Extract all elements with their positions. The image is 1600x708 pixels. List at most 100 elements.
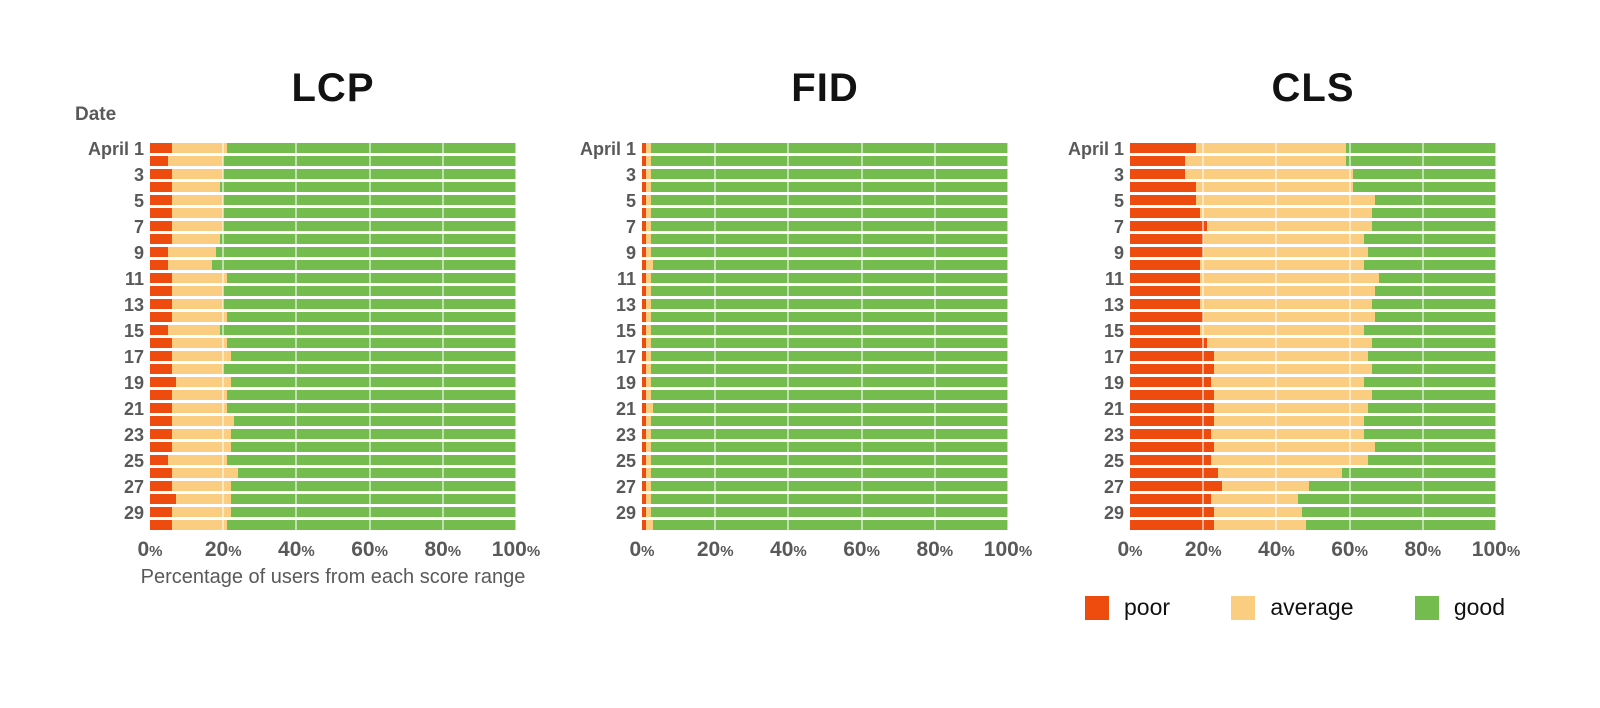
segment-average <box>168 247 216 257</box>
segment-poor <box>642 182 646 192</box>
segment-poor <box>150 299 172 309</box>
segment-good <box>219 234 516 244</box>
segment-poor <box>642 273 646 283</box>
segment-average <box>645 195 652 205</box>
stacked-bar <box>1130 143 1496 153</box>
segment-poor <box>1130 494 1211 504</box>
segment-average <box>645 507 652 517</box>
x-tick-label: 40% <box>1258 538 1295 562</box>
bar-row <box>642 455 1008 468</box>
segment-good <box>212 260 516 270</box>
stacked-bar <box>642 390 1008 400</box>
bar-row <box>642 260 1008 273</box>
y-axis-label <box>558 208 636 221</box>
stacked-bar <box>1130 481 1496 491</box>
y-axis-label: 25 <box>1103 451 1124 471</box>
segment-poor <box>150 169 172 179</box>
segment-average <box>1184 169 1354 179</box>
bar-row <box>642 403 1008 416</box>
y-axis-label: 3 <box>625 165 636 185</box>
bar-row <box>1130 416 1496 429</box>
segment-poor <box>150 429 172 439</box>
segment-poor <box>642 156 646 166</box>
stacked-bar <box>1130 260 1496 270</box>
segment-average <box>171 221 224 231</box>
segment-good <box>230 442 516 452</box>
y-axis-label: 13 <box>1103 295 1124 315</box>
x-tick-number: 100 <box>491 538 527 561</box>
segment-average <box>645 143 652 153</box>
bar-row <box>642 364 1008 377</box>
stacked-bar <box>642 520 1008 530</box>
gridline <box>1007 143 1009 533</box>
segment-poor <box>642 299 646 309</box>
segment-poor <box>1130 273 1200 283</box>
x-tick-suffix: % <box>1018 543 1033 560</box>
stacked-bar <box>642 429 1008 439</box>
segment-average <box>1214 364 1372 374</box>
stacked-bar <box>642 481 1008 491</box>
stacked-bar <box>1130 442 1496 452</box>
segment-average <box>171 507 231 517</box>
x-tick-label: 0% <box>1117 538 1142 562</box>
stacked-bar <box>150 377 516 387</box>
segment-average <box>171 143 227 153</box>
segment-average <box>171 208 224 218</box>
x-tick-number: 80 <box>1404 538 1428 561</box>
gridline <box>714 143 717 533</box>
legend-swatch-poor <box>1085 595 1109 620</box>
segment-average <box>1214 507 1302 517</box>
segment-average <box>1214 416 1365 426</box>
bar-row <box>642 182 1008 195</box>
segment-good <box>651 507 1008 517</box>
stacked-bar <box>642 338 1008 348</box>
plot-area <box>150 143 517 533</box>
stacked-bar <box>642 195 1008 205</box>
segment-poor <box>150 247 169 257</box>
bar-row <box>642 234 1008 247</box>
bar-row <box>150 338 516 351</box>
segment-good <box>1378 273 1496 283</box>
x-tick-number: 80 <box>424 538 448 561</box>
segment-good <box>1367 403 1496 413</box>
x-axis-ticks: 0% 20% 40% 60% 80% 100% <box>1117 538 1520 564</box>
segment-good <box>1364 416 1496 426</box>
segment-good <box>651 156 1008 166</box>
segment-average <box>645 351 652 361</box>
segment-good <box>1302 507 1496 517</box>
segment-average <box>171 416 235 426</box>
segment-poor <box>150 286 172 296</box>
segment-good <box>230 507 516 517</box>
y-axis-label: 21 <box>123 399 144 419</box>
bar-row <box>1130 143 1496 156</box>
stacked-bar <box>642 403 1008 413</box>
bar-row <box>642 468 1008 481</box>
y-axis-label: 19 <box>1103 373 1124 393</box>
segment-good <box>230 494 516 504</box>
x-tick-label: 80% <box>1404 538 1441 562</box>
bar-row <box>150 507 516 520</box>
y-axis-label: 21 <box>615 399 636 419</box>
segment-average <box>645 247 652 257</box>
y-axis-label: 11 <box>1104 269 1124 289</box>
segment-good <box>1364 325 1496 335</box>
segment-good <box>1371 299 1496 309</box>
segment-good <box>1353 182 1496 192</box>
segment-poor <box>150 520 172 530</box>
bar-row <box>1130 494 1496 507</box>
stacked-bar <box>642 247 1008 257</box>
segment-good <box>651 195 1008 205</box>
segment-poor <box>642 416 646 426</box>
y-axis-label: 5 <box>133 191 144 211</box>
bar-row <box>642 195 1008 208</box>
segment-good <box>234 416 516 426</box>
segment-average <box>645 455 652 465</box>
stacked-bar <box>1130 494 1496 504</box>
segment-average <box>645 221 652 231</box>
bar-row <box>150 299 516 312</box>
stacked-bar <box>1130 299 1496 309</box>
segment-poor <box>1130 234 1204 244</box>
segment-good <box>652 403 1008 413</box>
segment-poor <box>642 468 646 478</box>
